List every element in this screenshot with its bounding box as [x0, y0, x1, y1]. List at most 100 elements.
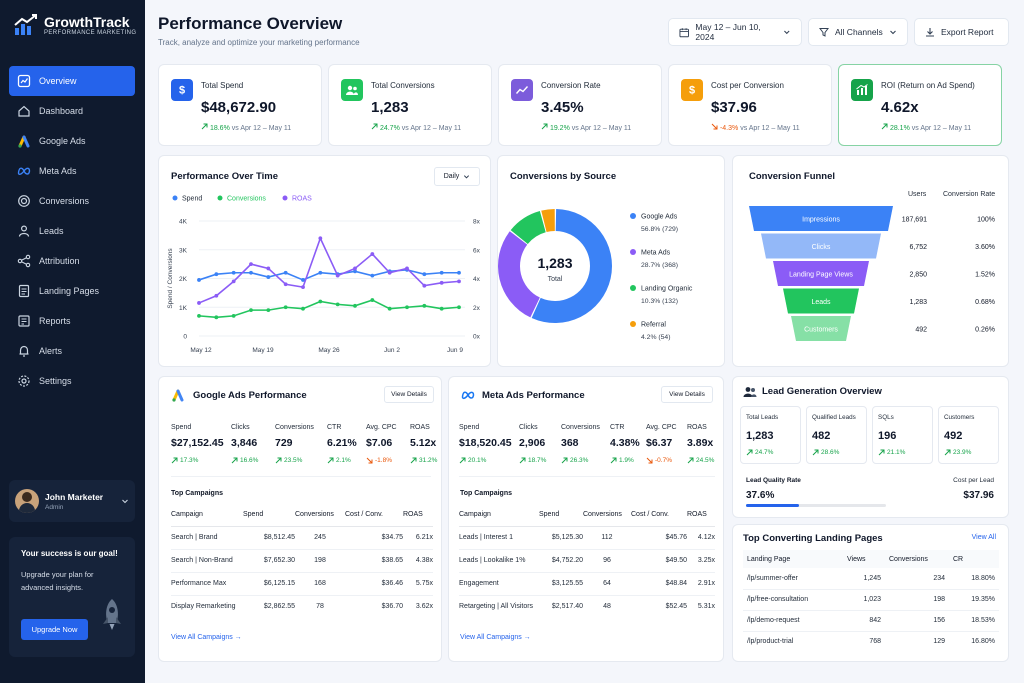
data-point[interactable] — [353, 303, 357, 308]
data-point[interactable] — [457, 279, 461, 284]
table-header-cell[interactable]: Cost / Conv. — [345, 511, 383, 519]
data-point[interactable] — [266, 266, 271, 271]
nav-item-google-ads[interactable]: Google Ads — [9, 126, 135, 156]
google-view-details-button[interactable]: View Details — [384, 386, 434, 403]
data-point[interactable] — [283, 270, 288, 275]
table-header-cell[interactable]: Landing Page — [747, 555, 791, 563]
funnel-stage-landing-page-views[interactable] — [773, 261, 869, 286]
table-row[interactable]: /lp/product-trial 768 129 16.80% — [743, 631, 999, 652]
funnel-stage-impressions[interactable] — [749, 206, 893, 231]
data-point[interactable] — [370, 252, 375, 256]
table-header-cell[interactable]: Spend — [243, 511, 264, 519]
table-header-cell[interactable]: ROAS — [687, 511, 707, 519]
data-point[interactable] — [249, 262, 253, 267]
table-row[interactable]: Performance Max $6,125.15 168 $36.46 5.75x — [171, 572, 433, 595]
nav-item-landing-pages[interactable]: Landing Pages — [9, 276, 135, 306]
table-header-cell[interactable]: Campaign — [459, 511, 491, 519]
funnel-stage-clicks[interactable] — [761, 233, 881, 259]
lead-stat-box[interactable]: Qualified Leads 482 28.6% — [806, 406, 867, 464]
data-point[interactable] — [197, 278, 201, 282]
kpi-card-total-spend[interactable]: $ Total Spend $48,672.90 18.6% vs Apr 12 –… — [158, 64, 322, 146]
data-point[interactable] — [422, 272, 427, 277]
nav-item-reports[interactable]: Reports — [9, 306, 135, 336]
data-point[interactable] — [335, 302, 340, 307]
kpi-card-cost-per-conversion[interactable]: $ Cost per Conversion $37.96 -4.3% vs Apr … — [668, 64, 832, 146]
data-point[interactable] — [405, 266, 409, 271]
donut-slice-landing-organic[interactable] — [510, 211, 546, 244]
table-header-cell[interactable]: CR — [953, 555, 964, 563]
data-point[interactable] — [318, 299, 323, 304]
granularity-select[interactable]: Daily — [434, 167, 480, 186]
data-point[interactable] — [301, 278, 305, 282]
data-point[interactable] — [214, 293, 219, 298]
data-point[interactable] — [318, 270, 323, 275]
table-header-cell[interactable]: Views — [847, 555, 866, 563]
data-point[interactable] — [353, 266, 357, 271]
user-menu[interactable]: John Marketer Admin — [9, 480, 135, 522]
data-point[interactable] — [231, 270, 236, 275]
data-point[interactable] — [439, 270, 444, 275]
table-header-cell[interactable]: ROAS — [403, 511, 423, 519]
table-header-cell[interactable]: Conversions — [295, 511, 334, 519]
nav-item-dashboard[interactable]: Dashboard — [9, 96, 135, 126]
nav-item-meta-ads[interactable]: Meta Ads — [9, 156, 135, 186]
data-point[interactable] — [318, 236, 323, 241]
data-point[interactable] — [370, 298, 375, 302]
lead-stat-box[interactable]: Total Leads 1,283 24.7% — [740, 406, 801, 464]
data-point[interactable] — [457, 270, 461, 275]
data-point[interactable] — [266, 308, 271, 313]
table-row[interactable]: /lp/demo-request 842 156 18.53% — [743, 610, 999, 631]
table-row[interactable]: Leads | Interest 1 $5,125.30 112 $45.76 4.12… — [459, 526, 715, 549]
donut-slice-referral[interactable] — [541, 209, 555, 233]
data-point[interactable] — [335, 273, 340, 278]
table-header-cell[interactable]: Conversions — [889, 555, 928, 563]
table-header-cell[interactable]: Cost / Conv. — [631, 511, 669, 519]
table-row[interactable]: Search | Brand $8,512.45 245 $34.75 6.21x — [171, 526, 433, 549]
data-point[interactable] — [387, 270, 392, 275]
nav-item-settings[interactable]: Settings — [9, 366, 135, 396]
nav-item-conversions[interactable]: Conversions — [9, 186, 135, 216]
table-row[interactable]: Display Remarketing $2,862.55 78 $36.70 3.62… — [171, 595, 433, 618]
data-point[interactable] — [353, 269, 357, 274]
data-point[interactable] — [283, 305, 288, 310]
data-point[interactable] — [214, 315, 219, 320]
export-report-button[interactable]: Export Report — [914, 18, 1009, 46]
nav-item-alerts[interactable]: Alerts — [9, 336, 135, 366]
kpi-card-total-conversions[interactable]: Total Conversions 1,283 24.7% vs Apr 12 –… — [328, 64, 492, 146]
data-point[interactable] — [266, 275, 271, 279]
date-range-picker[interactable]: May 12 – Jun 10, 2024 — [668, 18, 802, 46]
data-point[interactable] — [197, 301, 201, 305]
table-header-cell[interactable]: Campaign — [171, 511, 203, 519]
data-point[interactable] — [387, 306, 392, 311]
table-row[interactable]: /lp/free-consultation 1,023 198 19.35% — [743, 589, 999, 610]
data-point[interactable] — [231, 279, 236, 284]
data-point[interactable] — [439, 280, 444, 285]
google-view-all-campaigns-link[interactable]: View All Campaigns → — [171, 634, 242, 641]
meta-view-all-campaigns-link[interactable]: View All Campaigns → — [460, 634, 531, 641]
table-row[interactable]: Leads | Lookalike 1% $4,752.20 96 $49.50 3.2… — [459, 549, 715, 572]
data-point[interactable] — [370, 273, 375, 278]
data-point[interactable] — [283, 282, 288, 287]
donut-slice-meta-ads[interactable] — [498, 231, 540, 318]
table-row[interactable]: Retargeting | All Visitors $2,517.40 48 $52… — [459, 595, 715, 618]
data-point[interactable] — [197, 313, 201, 318]
kpi-card-conversion-rate[interactable]: Conversion Rate 3.45% 19.2% vs Apr 12 – M… — [498, 64, 662, 146]
data-point[interactable] — [301, 306, 305, 311]
kpi-card-roi-return-on-ad-spend[interactable]: ROI (Return on Ad Spend) 4.62x 28.1% vs A… — [838, 64, 1002, 146]
data-point[interactable] — [405, 305, 409, 310]
donut-slice-google-ads[interactable] — [531, 209, 612, 323]
lead-stat-box[interactable]: SQLs 196 21.1% — [872, 406, 933, 464]
data-point[interactable] — [231, 313, 236, 318]
data-point[interactable] — [422, 283, 427, 288]
funnel-stage-customers[interactable] — [791, 316, 851, 341]
table-header-cell[interactable]: Conversions — [583, 511, 622, 519]
data-point[interactable] — [439, 306, 444, 311]
table-row[interactable]: Search | Non-Brand $7,652.30 198 $38.65 4.38… — [171, 549, 433, 572]
data-point[interactable] — [422, 303, 427, 308]
landing-view-all-link[interactable]: View All — [971, 534, 996, 541]
table-row[interactable]: Engagement $3,125.55 64 $48.84 2.91x — [459, 572, 715, 595]
meta-view-details-button[interactable]: View Details — [661, 386, 713, 403]
channels-dropdown[interactable]: All Channels — [808, 18, 908, 46]
data-point[interactable] — [249, 270, 253, 275]
data-point[interactable] — [214, 272, 219, 277]
